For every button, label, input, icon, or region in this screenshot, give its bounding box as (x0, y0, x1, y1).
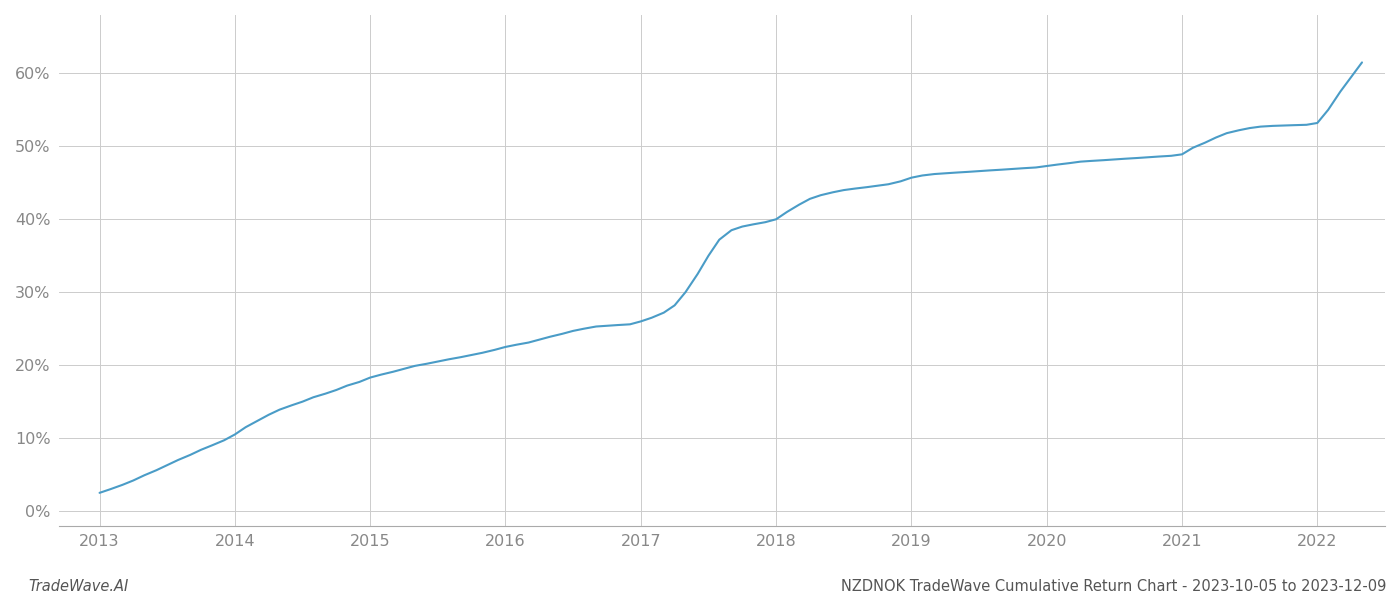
Text: TradeWave.AI: TradeWave.AI (28, 579, 129, 594)
Text: NZDNOK TradeWave Cumulative Return Chart - 2023-10-05 to 2023-12-09: NZDNOK TradeWave Cumulative Return Chart… (840, 579, 1386, 594)
